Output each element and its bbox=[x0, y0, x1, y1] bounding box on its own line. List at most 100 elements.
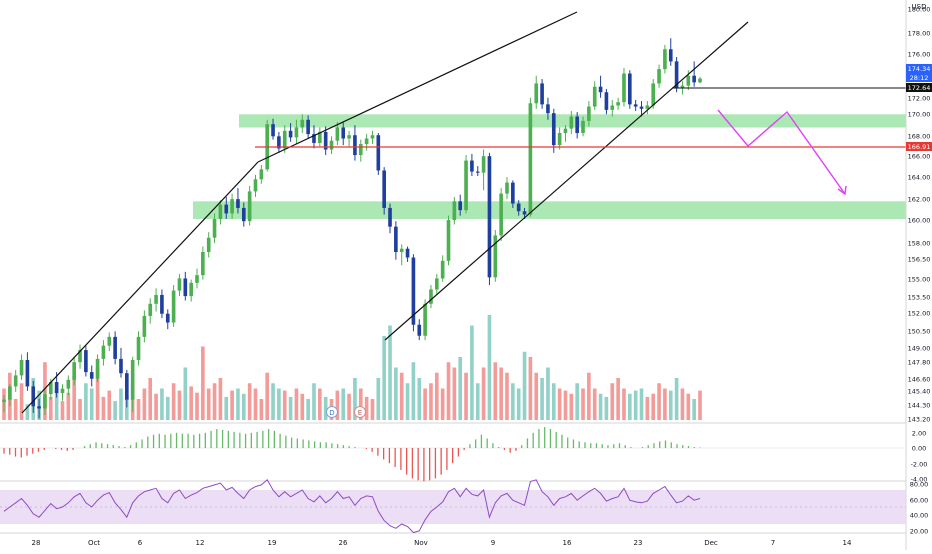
volume-bar bbox=[148, 378, 153, 420]
candle-body bbox=[610, 105, 615, 110]
oscillator-tick-label: 0.00 bbox=[912, 445, 926, 453]
candle-body bbox=[382, 170, 386, 208]
price-tick-label: 180.00 bbox=[908, 6, 931, 14]
volume-bar bbox=[429, 383, 433, 420]
oscillator-tick-label: -4.00 bbox=[911, 476, 928, 484]
time-axis[interactable]: 28 Oct 6 12 19 26 Nov 9 16 23 Dec 7 14 bbox=[32, 539, 852, 547]
candle-body bbox=[575, 116, 579, 134]
time-tick-label: Nov bbox=[414, 539, 428, 547]
volume-bar bbox=[522, 351, 527, 420]
oscillator-axis: 2.00 0.00 -2.00 -4.00 bbox=[911, 430, 928, 484]
volume-bar bbox=[668, 390, 673, 420]
volume-bar bbox=[464, 372, 468, 420]
candle-body bbox=[206, 237, 211, 253]
price-tick-label: 156.50 bbox=[908, 256, 931, 264]
volume-bar bbox=[587, 372, 591, 420]
volume-bar bbox=[107, 390, 112, 420]
price-tick-label: 162.00 bbox=[908, 196, 931, 204]
volume-bar bbox=[458, 357, 463, 420]
volume-bar bbox=[341, 388, 346, 420]
candle-body bbox=[183, 278, 188, 297]
volume-bar bbox=[113, 401, 117, 420]
time-tick-label: 12 bbox=[196, 539, 205, 547]
candle-body bbox=[551, 113, 556, 146]
channel-lower-trendline[interactable] bbox=[384, 21, 749, 341]
volume-bar bbox=[353, 378, 357, 420]
volume-bar bbox=[388, 325, 392, 420]
candle-body bbox=[241, 207, 246, 222]
projection-path[interactable] bbox=[717, 109, 846, 195]
time-tick-label: 16 bbox=[563, 539, 572, 547]
candle-body bbox=[511, 182, 515, 204]
volume-bar bbox=[335, 390, 340, 420]
volume-bar bbox=[628, 393, 632, 420]
candle-body bbox=[633, 104, 638, 107]
candle-body bbox=[376, 135, 381, 171]
earnings-marker[interactable] bbox=[354, 406, 366, 418]
candle-body bbox=[312, 134, 316, 143]
candle-body bbox=[446, 220, 451, 261]
time-tick-label: 23 bbox=[634, 539, 643, 547]
volume-bar bbox=[651, 393, 656, 420]
volume-bar bbox=[680, 388, 685, 420]
volume-bar bbox=[581, 388, 585, 420]
volume-bar bbox=[125, 394, 129, 420]
candle-body bbox=[698, 78, 702, 83]
candle-body bbox=[218, 204, 223, 219]
candle-body bbox=[160, 294, 164, 314]
time-tick-label: Dec bbox=[704, 539, 718, 547]
candle-body bbox=[563, 128, 568, 134]
candle-body bbox=[37, 406, 41, 409]
candle-body bbox=[271, 124, 275, 137]
candle-body bbox=[598, 86, 603, 93]
red-level-tag bbox=[906, 142, 932, 151]
volume-bar bbox=[598, 393, 603, 420]
candle-body bbox=[230, 199, 234, 214]
volume-bar bbox=[698, 390, 702, 420]
candle-body bbox=[452, 201, 457, 221]
volume-bar bbox=[592, 388, 597, 420]
volume-bar bbox=[616, 378, 620, 420]
candle-body bbox=[423, 303, 427, 336]
volume-bar bbox=[259, 399, 264, 420]
candle-body bbox=[113, 336, 117, 359]
upper-left-trendline[interactable] bbox=[21, 161, 259, 414]
candle-body bbox=[581, 120, 585, 134]
candle-body bbox=[557, 133, 562, 146]
candle-body bbox=[84, 350, 88, 373]
volume-bar bbox=[282, 390, 287, 420]
candle-body bbox=[487, 156, 492, 278]
price-tick-label: 164.00 bbox=[908, 174, 931, 182]
candle-body bbox=[364, 138, 369, 145]
candle-body bbox=[323, 131, 328, 150]
volume-bar bbox=[534, 372, 539, 420]
volume-bar bbox=[66, 392, 71, 420]
candle-body bbox=[470, 160, 474, 172]
volume-bar bbox=[171, 383, 176, 420]
candle-body bbox=[306, 119, 310, 135]
volume-bar bbox=[212, 383, 217, 420]
volume-bar bbox=[306, 399, 310, 420]
volume-bar bbox=[610, 383, 615, 420]
candle-body bbox=[686, 75, 691, 86]
candle-body bbox=[440, 260, 445, 279]
volume-bar bbox=[189, 386, 193, 420]
volume-bar bbox=[452, 367, 457, 420]
price-tick-label: 160.00 bbox=[908, 217, 931, 225]
price-tick-label: 170.00 bbox=[908, 111, 931, 119]
candle-body bbox=[464, 160, 468, 211]
volume-bar bbox=[376, 378, 381, 420]
rsi-axis: 80.00 60.00 40.00 20.00 bbox=[910, 481, 929, 536]
oscillator-histogram bbox=[3, 427, 701, 482]
candle-body bbox=[236, 199, 240, 208]
volume-bar bbox=[604, 396, 609, 420]
channel-upper-trendline[interactable] bbox=[257, 11, 578, 163]
candle-body bbox=[154, 294, 158, 304]
dividend-marker[interactable] bbox=[326, 406, 338, 418]
volume-bar bbox=[277, 388, 281, 420]
zone-1 bbox=[193, 201, 906, 219]
candle-body bbox=[353, 135, 357, 156]
candle-body bbox=[171, 290, 176, 323]
candle-body bbox=[101, 345, 106, 359]
